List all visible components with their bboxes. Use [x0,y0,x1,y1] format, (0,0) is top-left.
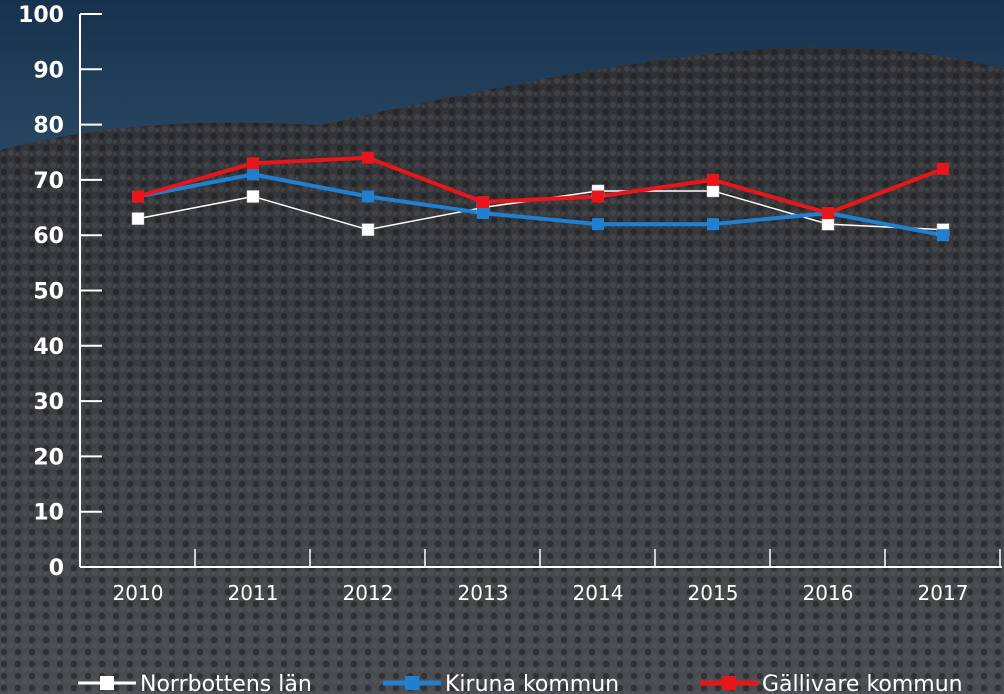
x-tick-label: 2014 [573,581,624,605]
legend: Norrbottens län Kiruna kommun Gällivare ko… [78,672,963,694]
legend-label: Kiruna kommun [445,672,619,694]
x-tick-label: 2010 [113,581,164,605]
data-point-1 [706,184,720,198]
data-point-2 [362,190,374,203]
x-tick-label: 2012 [343,581,394,605]
y-axis-ticks: 0 10 20 30 40 50 60 70 80 90 100 [18,3,102,581]
legend-item-1: Norrbottens län [78,672,312,694]
data-point-1 [361,223,375,236]
y-tick-label: 90 [33,58,64,83]
y-tick-label: 100 [18,3,64,28]
series-line-2 [137,172,944,238]
y-tick-label: 10 [33,501,64,526]
data-point-3 [362,151,374,164]
x-tick-label: 2015 [688,581,739,605]
x-tick-label: 2016 [803,581,854,605]
data-point-3 [822,207,834,220]
data-point-1 [821,217,835,231]
x-tick-label: 2017 [918,581,969,605]
legend-marker [405,676,419,690]
data-point-3 [477,196,489,209]
x-tick-label: 2011 [228,581,279,605]
series-line-3 [137,155,944,216]
legend-marker [100,676,114,690]
data-point-1 [246,190,260,203]
legend-item-3: Gällivare kommun [700,672,963,694]
x-tick-label: 2013 [458,581,509,605]
data-point-2 [937,229,949,242]
data-point-3 [247,157,259,170]
data-point-3 [592,190,604,203]
data-point-2 [247,168,259,181]
legend-label: Gällivare kommun [762,672,963,694]
data-point-2 [707,218,719,231]
y-tick-label: 0 [49,556,64,581]
y-tick-label: 60 [33,224,64,249]
data-point-2 [477,207,489,220]
series-markers [131,151,950,242]
data-point-3 [707,173,719,186]
data-point-1 [131,212,145,225]
data-point-2 [592,218,604,231]
y-tick-label: 20 [33,445,64,470]
y-tick-label: 50 [33,280,64,305]
y-tick-label: 30 [33,390,64,415]
data-point-3 [132,190,144,203]
y-tick-label: 70 [33,169,64,194]
axes [79,14,1002,568]
legend-label: Norrbottens län [140,672,312,694]
legend-item-2: Kiruna kommun [383,672,619,694]
x-axis-ticks: 2010 2011 2012 2013 2014 2015 2016 2017 [113,549,1001,605]
y-tick-label: 80 [33,114,64,139]
data-point-3 [937,162,949,175]
series-lines [137,155,944,238]
y-tick-label: 40 [33,335,64,360]
legend-marker [722,676,736,690]
